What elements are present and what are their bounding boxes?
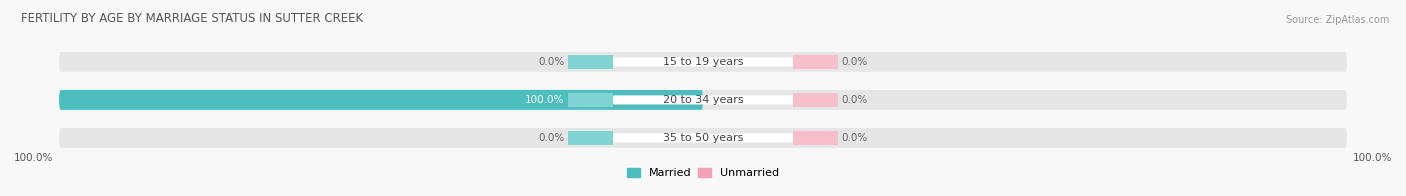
FancyBboxPatch shape <box>59 128 1347 148</box>
FancyBboxPatch shape <box>613 95 793 104</box>
Bar <box>568 55 613 69</box>
Bar <box>793 55 838 69</box>
Text: 20 to 34 years: 20 to 34 years <box>662 95 744 105</box>
FancyBboxPatch shape <box>59 90 703 110</box>
Legend: Married, Unmarried: Married, Unmarried <box>621 163 785 183</box>
Text: 100.0%: 100.0% <box>526 95 565 105</box>
FancyBboxPatch shape <box>59 90 1347 110</box>
Bar <box>568 93 613 107</box>
Text: 100.0%: 100.0% <box>14 153 53 163</box>
Text: 15 to 19 years: 15 to 19 years <box>662 57 744 67</box>
Bar <box>568 131 613 145</box>
Bar <box>793 93 838 107</box>
Text: 100.0%: 100.0% <box>1353 153 1392 163</box>
Text: 0.0%: 0.0% <box>841 57 868 67</box>
Text: 0.0%: 0.0% <box>841 133 868 143</box>
Text: Source: ZipAtlas.com: Source: ZipAtlas.com <box>1286 15 1389 25</box>
FancyBboxPatch shape <box>613 133 793 142</box>
Text: 0.0%: 0.0% <box>538 133 565 143</box>
Bar <box>793 131 838 145</box>
Text: FERTILITY BY AGE BY MARRIAGE STATUS IN SUTTER CREEK: FERTILITY BY AGE BY MARRIAGE STATUS IN S… <box>21 12 363 25</box>
FancyBboxPatch shape <box>613 57 793 66</box>
FancyBboxPatch shape <box>59 52 1347 72</box>
Text: 0.0%: 0.0% <box>538 57 565 67</box>
Text: 35 to 50 years: 35 to 50 years <box>662 133 744 143</box>
Text: 0.0%: 0.0% <box>841 95 868 105</box>
